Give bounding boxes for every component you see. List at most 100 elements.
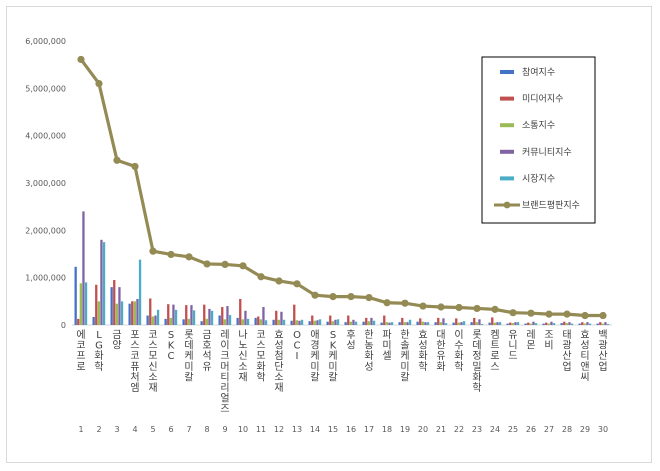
bar: [226, 306, 229, 325]
bar: [329, 315, 332, 325]
bar: [254, 317, 257, 325]
bar: [318, 319, 322, 325]
x-rank-label: 7: [186, 425, 191, 434]
line-point: [509, 309, 517, 317]
bar: [604, 322, 607, 325]
legend-swatch: [500, 176, 514, 181]
bar: [516, 322, 520, 325]
line-point: [473, 304, 481, 313]
x-rank-label: 1: [78, 425, 83, 434]
bar: [169, 317, 172, 325]
x-rank-label: 14: [310, 425, 320, 434]
x-rank-label: 23: [472, 425, 482, 434]
bar: [511, 323, 514, 325]
line-point: [383, 299, 391, 307]
line-point: [437, 303, 445, 311]
line-point: [131, 162, 139, 171]
bar: [370, 317, 373, 325]
bar: [244, 310, 247, 325]
bar: [151, 316, 154, 325]
bar: [442, 318, 445, 325]
legend-label: 커뮤니티지수: [522, 147, 572, 158]
bar: [280, 311, 283, 325]
x-rank-label: 9: [222, 425, 227, 434]
bar: [293, 304, 296, 325]
bar: [308, 321, 311, 325]
bar: [164, 318, 167, 325]
x-rank-label: 2: [96, 425, 101, 434]
bar: [298, 320, 301, 325]
x-rank-label: 6: [168, 425, 173, 434]
bar: [336, 319, 340, 325]
bar: [113, 280, 116, 325]
x-rank-label: 11: [256, 425, 266, 434]
bar: [236, 317, 239, 325]
x-rank-label: 10: [238, 425, 248, 434]
bar: [313, 320, 316, 325]
bar: [352, 319, 355, 325]
y-tick-label: 2,000,000: [25, 226, 66, 235]
bar: [581, 322, 584, 325]
legend-label: 참여지수: [522, 66, 555, 78]
bar: [480, 324, 484, 325]
bar: [185, 305, 188, 325]
bar: [354, 321, 358, 325]
bar: [532, 321, 535, 325]
x-rank-label: 27: [544, 425, 554, 434]
bar: [182, 319, 185, 325]
bar: [529, 323, 532, 325]
bar: [84, 282, 88, 325]
line-point: [167, 250, 175, 259]
bar: [218, 315, 221, 325]
legend-swatch: [500, 96, 514, 101]
y-tick-label: 1,000,000: [25, 274, 66, 283]
bar: [383, 315, 386, 325]
line-point: [239, 262, 247, 270]
x-rank-label: 4: [132, 425, 137, 434]
y-tick-label: 4,000,000: [25, 132, 66, 141]
legend-swatch: [500, 70, 514, 74]
bar: [439, 322, 442, 325]
bar: [92, 316, 95, 325]
x-rank-label: 28: [562, 425, 572, 434]
bar: [527, 322, 530, 325]
bar: [460, 322, 463, 325]
bar: [257, 316, 260, 325]
bar: [97, 301, 100, 325]
line-point: [419, 302, 427, 310]
bar: [347, 315, 350, 325]
bar: [568, 322, 571, 325]
bar: [403, 322, 406, 325]
bar: [192, 310, 196, 325]
bar: [498, 322, 502, 325]
bar: [172, 304, 175, 325]
legend-marker: [503, 201, 511, 209]
bar: [262, 307, 265, 325]
x-rank-label: 29: [580, 425, 590, 434]
line-point: [581, 311, 589, 320]
bar: [496, 322, 499, 325]
y-tick-label: 5,000,000: [25, 84, 66, 93]
bar: [550, 321, 553, 325]
bar: [372, 320, 376, 325]
bar: [401, 317, 404, 325]
bar: [95, 284, 98, 325]
legend-box: [481, 56, 596, 224]
bar: [506, 323, 509, 325]
bar: [406, 322, 409, 325]
bar: [264, 320, 268, 325]
